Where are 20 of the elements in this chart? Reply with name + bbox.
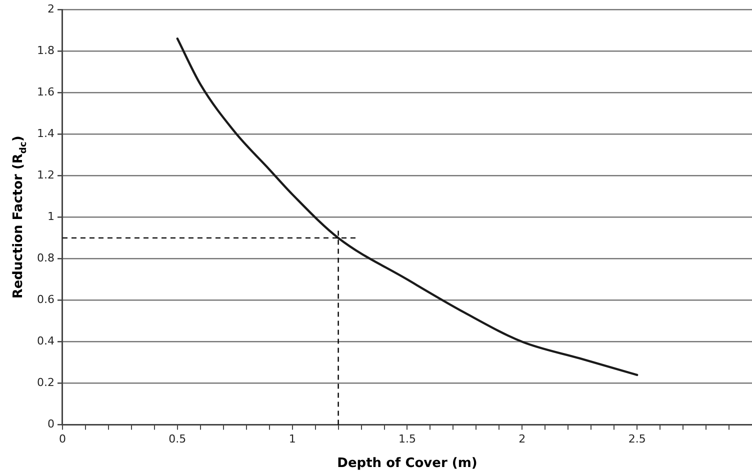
y-tick-label: 1.2 <box>36 168 54 182</box>
y-axis-title: Reduction Factor (Rdc) <box>11 136 29 299</box>
x-axis-title: Depth of Cover (m) <box>337 456 478 471</box>
y-tick-label: 0.4 <box>36 334 54 348</box>
x-tick-label: 0.5 <box>168 432 186 446</box>
y-tick-label: 1.6 <box>36 86 54 98</box>
y-tick-label: 1.4 <box>36 127 54 140</box>
x-tick-label: 1.5 <box>398 432 416 446</box>
x-tick-label: 1 <box>288 432 296 446</box>
y-tick-label: 0.6 <box>36 293 54 306</box>
x-tick-label: 2.5 <box>628 432 646 446</box>
y-tick-label: 2 <box>47 2 54 16</box>
y-tick-label: 1.8 <box>36 44 54 57</box>
x-tick-label: 0 <box>58 432 66 446</box>
y-tick-label: 1 <box>47 210 54 224</box>
y-tick-label: 0.2 <box>36 376 54 390</box>
x-tick-label: 2 <box>518 432 526 446</box>
line-series <box>176 38 638 376</box>
y-tick-label: 0 <box>47 418 54 431</box>
y-tick-label: 0.8 <box>36 252 54 265</box>
